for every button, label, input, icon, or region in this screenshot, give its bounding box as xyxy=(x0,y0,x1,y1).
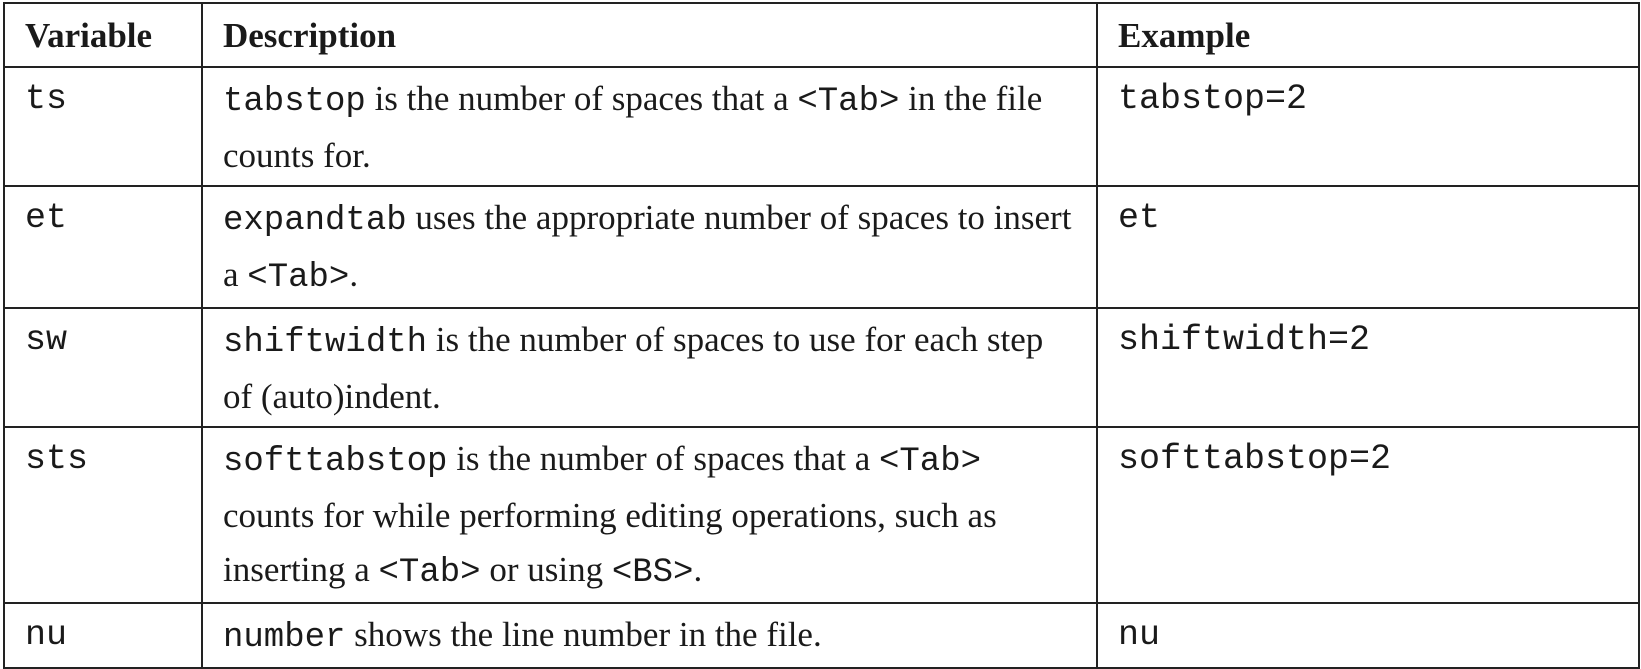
key-name: <Tab> xyxy=(378,554,481,592)
example-cell: nu xyxy=(1096,602,1640,669)
description-text: is the number of spaces that a xyxy=(447,439,879,478)
option-name: number xyxy=(223,619,346,657)
description-cell: softtabstop is the number of spaces that… xyxy=(201,426,1098,604)
description-text: shows the line number in the file. xyxy=(345,615,822,654)
description-text: is the number of spaces that a xyxy=(365,79,798,118)
key-name: <Tab> xyxy=(797,83,900,121)
table-row: et expandtab uses the appropriate number… xyxy=(3,185,1640,309)
variable-cell: ts xyxy=(3,66,203,187)
option-name: shiftwidth xyxy=(223,324,428,362)
option-name: tabstop xyxy=(223,83,366,121)
description-text: uses the appropriate number of spaces to… xyxy=(223,198,1072,294)
key-name: <Tab> xyxy=(878,443,982,481)
description-text: is the number of spaces to use for each … xyxy=(223,320,1044,416)
description-text: counts for while performing editing oper… xyxy=(223,496,997,589)
description-text: . xyxy=(349,255,359,294)
description-text: or using xyxy=(480,550,612,589)
table-row: ts tabstop is the number of spaces that … xyxy=(3,66,1640,187)
header-example: Example xyxy=(1096,2,1640,68)
variable-cell: nu xyxy=(3,602,203,669)
variable-cell: sts xyxy=(3,426,203,604)
variable-cell: sw xyxy=(3,307,203,428)
description-cell: number shows the line number in the file… xyxy=(201,602,1098,669)
description-text: in the file counts for. xyxy=(223,79,1043,175)
description-cell: shiftwidth is the number of spaces to us… xyxy=(201,307,1098,428)
example-cell: softtabstop=2 xyxy=(1096,426,1640,604)
description-cell: expandtab uses the appropriate number of… xyxy=(201,185,1098,309)
example-cell: tabstop=2 xyxy=(1096,66,1640,187)
description-cell: tabstop is the number of spaces that a <… xyxy=(201,66,1098,187)
header-description: Description xyxy=(201,2,1098,68)
vim-options-table: Variable Description Example ts tabstop … xyxy=(3,2,1640,669)
table-row: nu number shows the line number in the f… xyxy=(3,602,1640,669)
table-row: sw shiftwidth is the number of spaces to… xyxy=(3,307,1640,428)
table-row: sts softtabstop is the number of spaces … xyxy=(3,426,1640,604)
table-header-row: Variable Description Example xyxy=(3,2,1640,68)
key-name: <Tab> xyxy=(247,259,350,297)
option-name: expandtab xyxy=(223,202,407,240)
variable-cell: et xyxy=(3,185,203,309)
example-cell: et xyxy=(1096,185,1640,309)
example-cell: shiftwidth=2 xyxy=(1096,307,1640,428)
description-text: . xyxy=(693,550,703,589)
header-variable: Variable xyxy=(3,2,203,68)
option-name: softtabstop xyxy=(223,443,448,481)
key-name: <BS> xyxy=(611,554,694,592)
